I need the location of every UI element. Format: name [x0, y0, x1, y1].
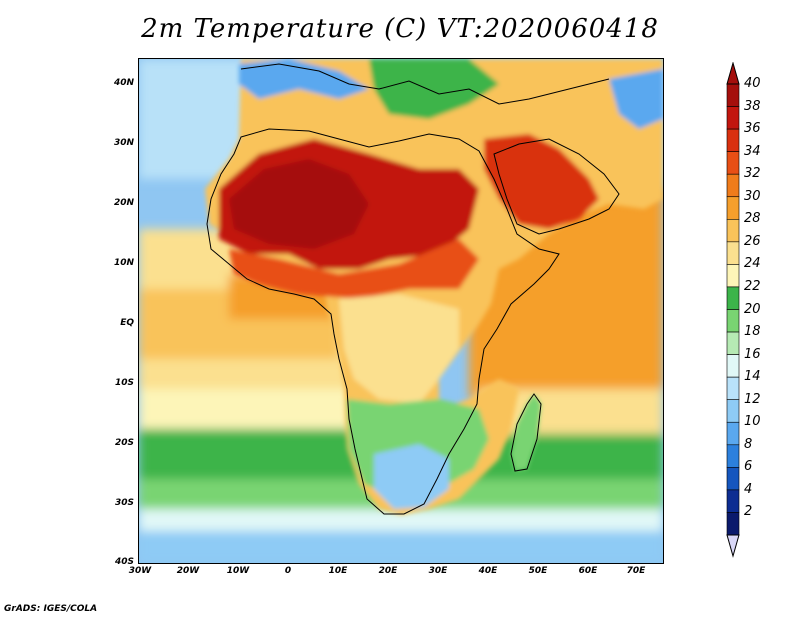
colorbar — [726, 62, 740, 558]
colorbar-label: 32 — [744, 166, 761, 182]
colorbar-label: 4 — [744, 481, 753, 497]
colorbar-segment — [726, 376, 740, 400]
colorbar-label: 20 — [744, 301, 761, 317]
lon-label-60e: 60E — [578, 566, 598, 576]
ocean-south-cold-band — [139, 531, 663, 563]
lon-label-20e: 20E — [378, 566, 398, 576]
map-title: 2m Temperature (C) VT:2020060418 — [141, 14, 659, 44]
colorbar-max-arrow — [726, 62, 740, 85]
europe-coastline — [240, 63, 610, 105]
colorbar-segment — [726, 489, 740, 513]
sahara-hottest — [229, 159, 369, 249]
lat-label-30s: 30S — [114, 498, 134, 508]
colorbar-segment — [726, 219, 740, 243]
colorbar-segment — [726, 173, 740, 198]
colorbar-min-arrow — [726, 534, 740, 558]
colorbar-segment — [726, 196, 740, 220]
colorbar-label: 24 — [744, 256, 761, 272]
lat-label-30n: 30N — [113, 138, 134, 148]
lon-label-70e: 70E — [626, 566, 646, 576]
lat-label-20n: 20N — [113, 198, 134, 208]
mediterranean-cool — [239, 59, 369, 99]
africa-coastline — [206, 128, 560, 515]
lon-label-20w: 20W — [176, 566, 200, 576]
sahel-warm — [229, 239, 479, 299]
credit-text: GrADS: IGES/COLA — [4, 604, 98, 614]
madagascar — [511, 394, 541, 471]
lat-label-40n: 40N — [113, 78, 134, 88]
colorbar-segment — [726, 151, 740, 175]
colorbar-segment — [726, 512, 740, 536]
madagascar-coastline — [510, 393, 542, 472]
colorbar-segment — [726, 286, 740, 310]
colorbar-label: 12 — [744, 391, 761, 407]
colorbar-label: 36 — [744, 121, 761, 137]
arabia-hot — [484, 134, 599, 229]
colorbar-segment — [726, 331, 740, 355]
colorbar-label: 16 — [744, 346, 761, 362]
central-africa-mild — [339, 294, 459, 404]
lon-label-10e: 10E — [328, 566, 348, 576]
lon-label-30w: 30W — [128, 566, 152, 576]
lat-label-40s: 40S — [114, 557, 134, 567]
colorbar-label: 8 — [744, 436, 753, 452]
temperature-map — [138, 58, 664, 564]
colorbar-label: 6 — [744, 459, 753, 475]
colorbar-label: 30 — [744, 188, 761, 204]
lat-label-eq: EQ — [120, 318, 134, 328]
colorbar-segment — [726, 264, 740, 288]
colorbar-segment — [726, 241, 740, 265]
colorbar-label: 26 — [744, 233, 761, 249]
arabia-coastline — [493, 138, 620, 235]
colorbar-label: 14 — [744, 369, 761, 385]
map-canvas — [139, 59, 663, 563]
colorbar-segment — [726, 354, 740, 378]
lon-label-0: 0 — [284, 566, 292, 576]
colorbar-label: 34 — [744, 143, 761, 159]
colorbar-segment — [726, 467, 740, 491]
lon-label-10w: 10W — [226, 566, 250, 576]
colorbar-label: 22 — [744, 278, 761, 294]
lat-label-10s: 10S — [114, 378, 134, 388]
colorbar-segment — [726, 309, 740, 333]
lon-label-30e: 30E — [428, 566, 448, 576]
colorbar-segment — [726, 399, 740, 423]
colorbar-segment — [726, 83, 740, 107]
colorbar-segment — [726, 421, 740, 446]
lon-label-40e: 40E — [478, 566, 498, 576]
lat-label-20s: 20S — [114, 438, 134, 448]
colorbar-segment — [726, 128, 740, 152]
lat-label-10n: 10N — [113, 258, 134, 268]
colorbar-label: 38 — [744, 98, 761, 114]
colorbar-label: 18 — [744, 324, 761, 340]
colorbar-label: 10 — [744, 414, 761, 430]
colorbar-label: 28 — [744, 211, 761, 227]
colorbar-segment — [726, 444, 740, 468]
iran-cool — [609, 69, 663, 129]
colorbar-segment — [726, 106, 740, 130]
colorbar-label: 40 — [744, 76, 761, 91]
southern-europe-green — [369, 59, 499, 119]
lon-label-50e: 50E — [528, 566, 548, 576]
colorbar-label: 2 — [744, 504, 753, 520]
